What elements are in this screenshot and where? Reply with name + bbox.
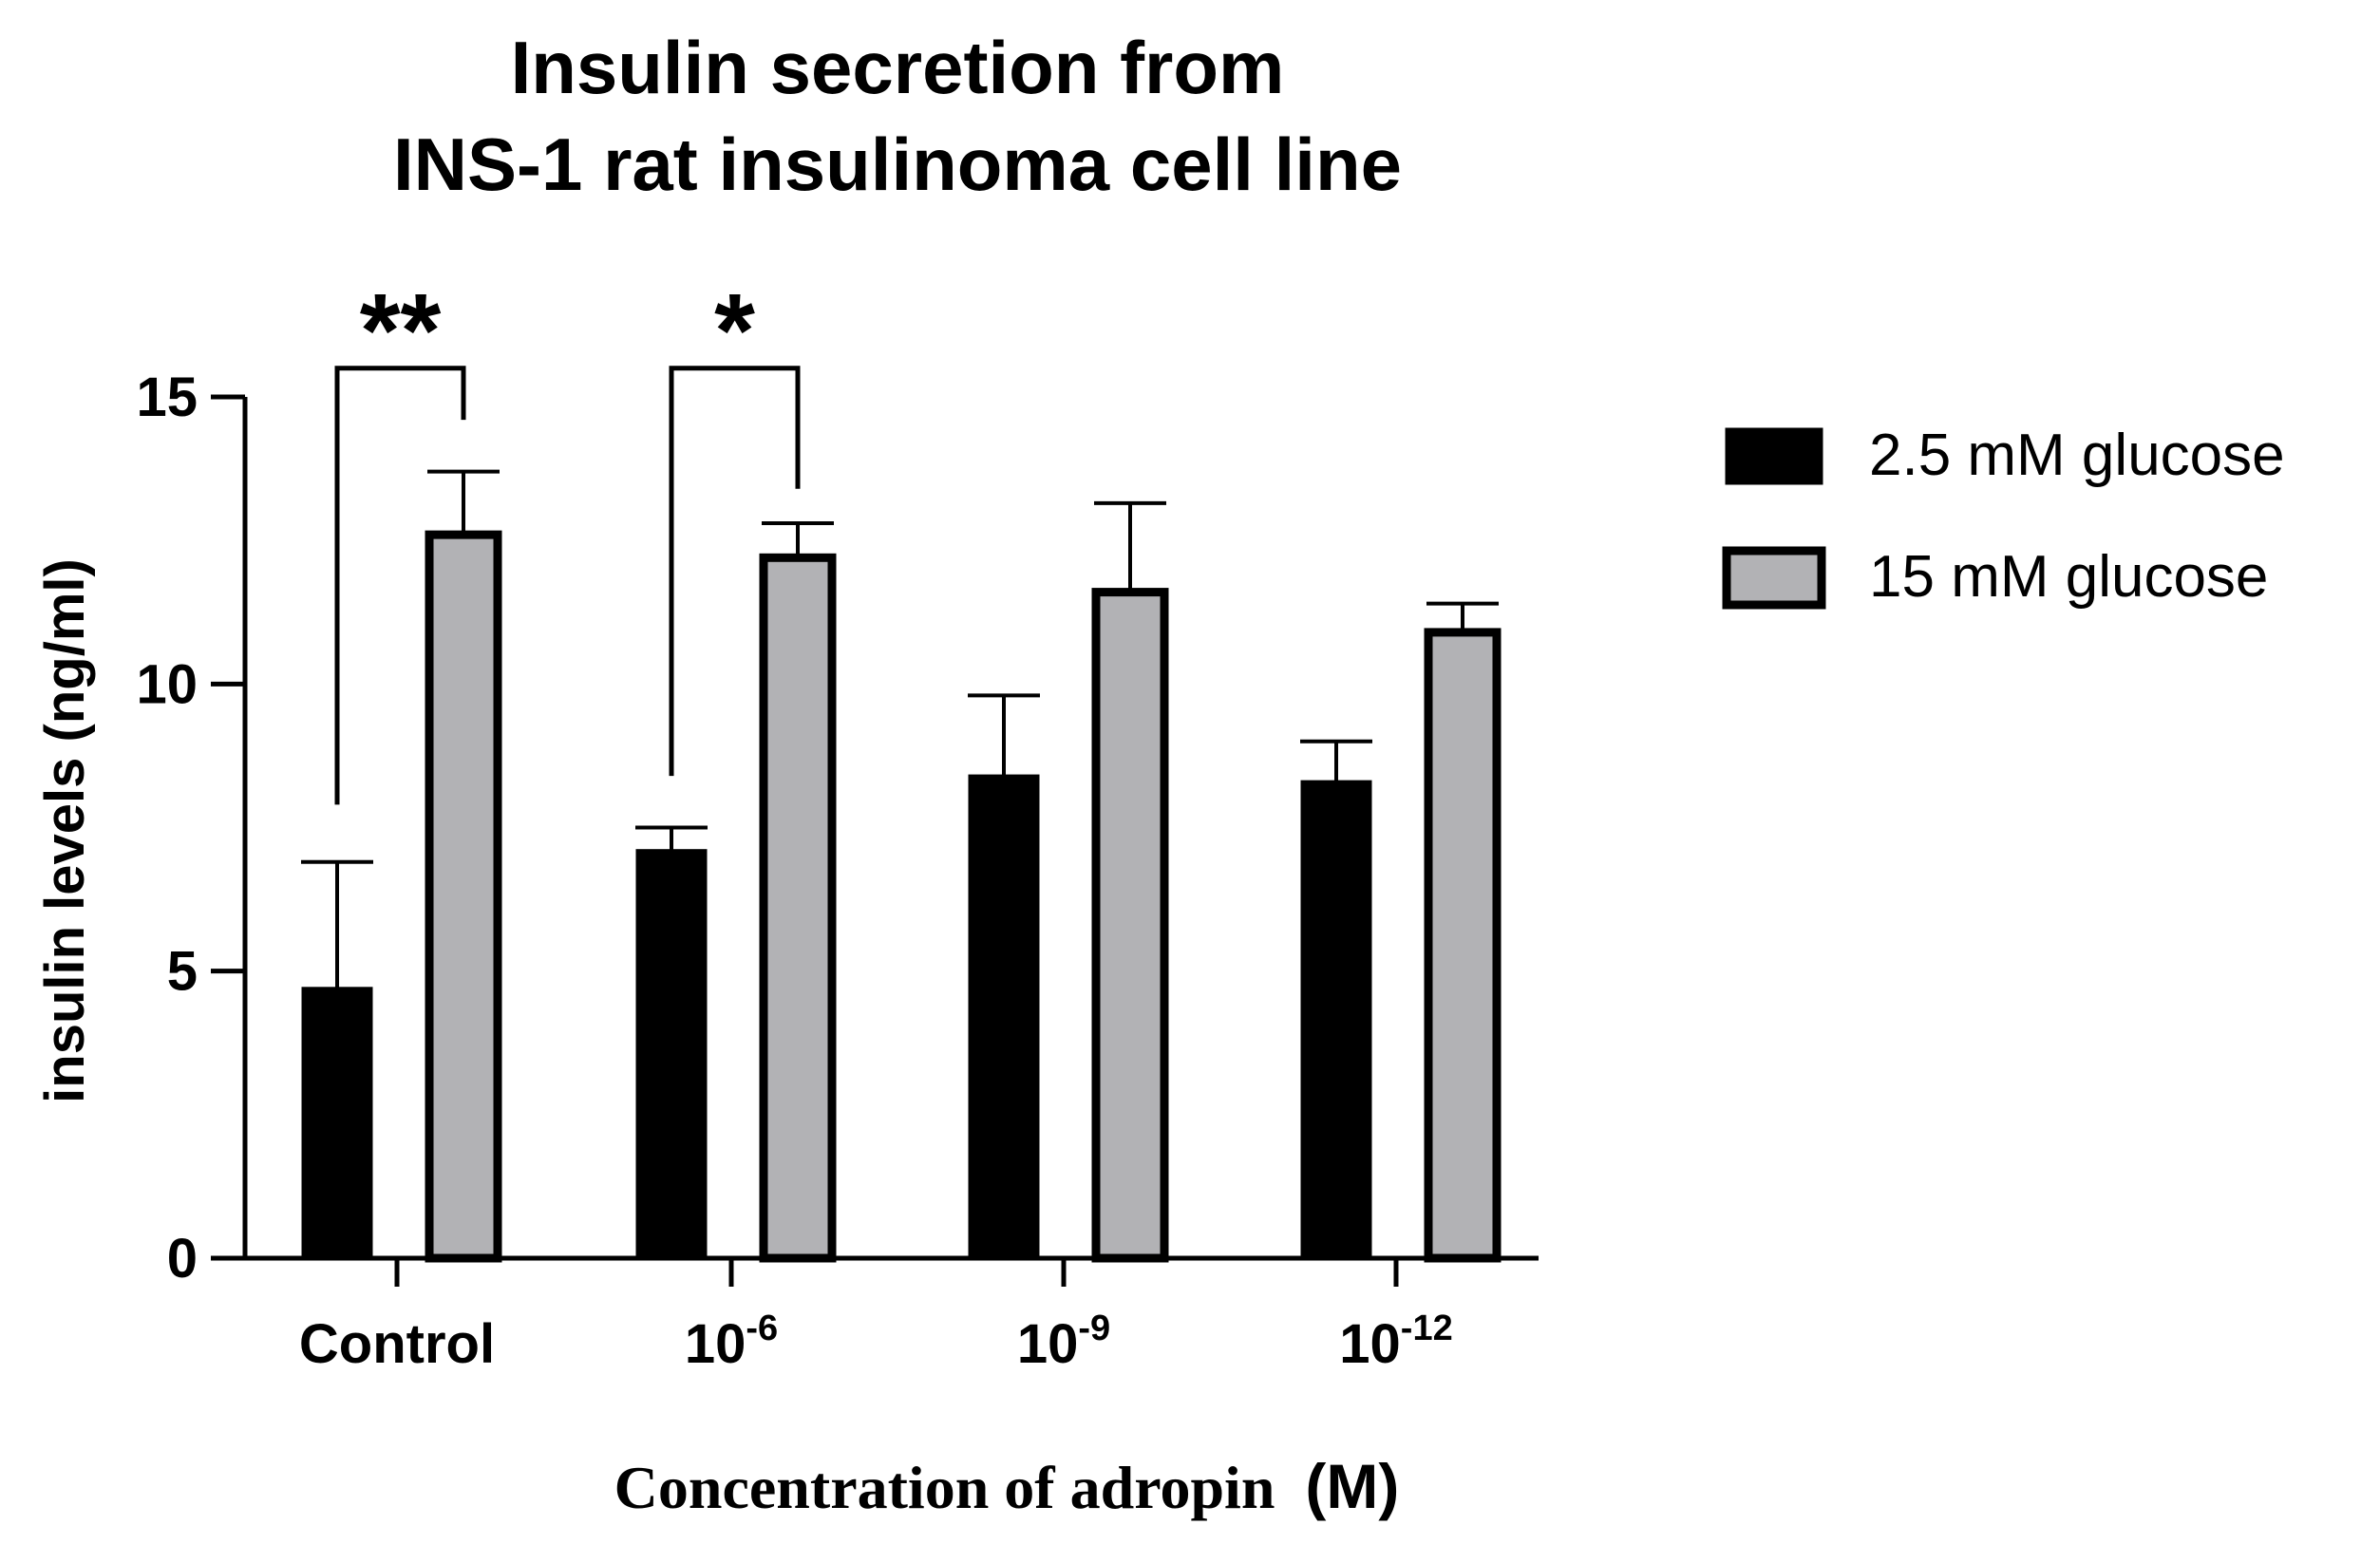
legend-swatch-0 xyxy=(1725,427,1823,485)
legend-label-1: 15 mM glucose xyxy=(1869,544,2268,610)
x-tick-label-exponent-3: -12 xyxy=(1401,1309,1453,1348)
chart-title-line-1: Insulin secretion from xyxy=(511,26,1285,109)
y-axis-label: insulin levels (ng/ml) xyxy=(34,558,96,1103)
significance-brackets: ** * xyxy=(334,273,801,805)
y-tick-label-10: 10 xyxy=(136,653,198,715)
bar-series0-cat0 xyxy=(301,987,373,1260)
x-tick-label-1: 10-6 xyxy=(685,1309,778,1375)
x-axis-label-text: Concentration of adropin xyxy=(614,1454,1275,1521)
x-tick-label-3: 10-12 xyxy=(1339,1309,1452,1375)
plot-area xyxy=(301,469,1502,1263)
x-axis-label: Concentration of adropin (M) xyxy=(614,1451,1400,1521)
bar-series1-cat2 xyxy=(1091,588,1169,1263)
x-tick-label-exponent-2: -9 xyxy=(1078,1309,1110,1348)
significance-label-0: ** xyxy=(360,273,442,389)
chart-title-line-2: INS-1 rat insulinoma cell line xyxy=(393,122,1402,206)
y-tick-label-15: 15 xyxy=(136,367,198,428)
x-axis: Control 10-6 10-9 10-12 xyxy=(243,1255,1539,1375)
bar-series0-cat1 xyxy=(635,849,708,1260)
legend-swatch-1 xyxy=(1722,546,1826,610)
legend-label-0: 2.5 mM glucose xyxy=(1869,423,2285,488)
bar-series0-cat3 xyxy=(1300,780,1372,1260)
bar-series1-cat0 xyxy=(425,530,502,1263)
significance-bracket-0 xyxy=(334,366,466,805)
bar-series0-cat2 xyxy=(968,774,1040,1260)
x-tick-label-base-3: 10 xyxy=(1339,1313,1401,1375)
bar-series1-cat1 xyxy=(759,553,837,1263)
bar-series1-cat3 xyxy=(1424,628,1502,1263)
x-tick-label-2: 10-9 xyxy=(1017,1309,1110,1375)
x-tick-label-base-2: 10 xyxy=(1017,1313,1079,1375)
x-tick-label-0: Control xyxy=(299,1313,495,1375)
significance-bracket-1 xyxy=(669,366,801,777)
x-tick-label-base-1: 10 xyxy=(685,1313,746,1375)
x-tick-label-base-0: Control xyxy=(299,1313,495,1375)
x-axis-label-unit: (M) xyxy=(1305,1451,1399,1521)
y-tick-label-0: 0 xyxy=(167,1228,198,1290)
x-tick-label-exponent-1: -6 xyxy=(746,1309,778,1348)
legend: 2.5 mM glucose 15 mM glucose xyxy=(1722,423,2285,610)
significance-label-1: * xyxy=(714,273,755,389)
y-tick-label-5: 5 xyxy=(167,941,198,1003)
y-axis: 0 5 10 15 xyxy=(136,367,248,1290)
